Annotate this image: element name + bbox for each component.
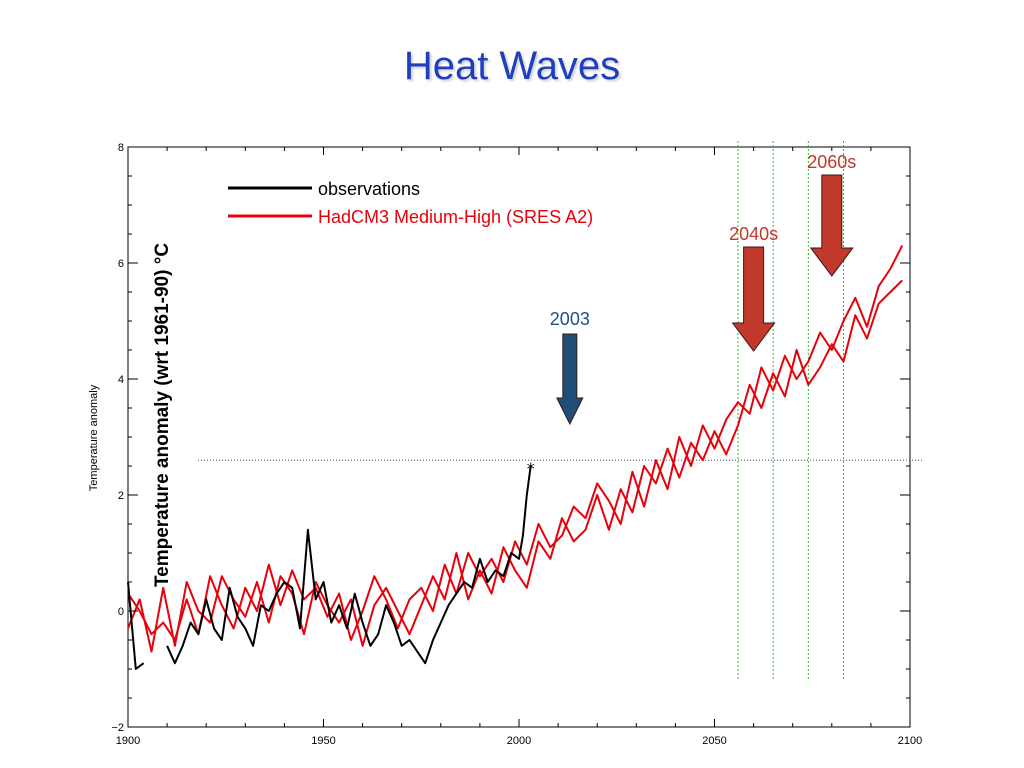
y-tick-label: 2 (118, 490, 124, 502)
x-tick-label: 2050 (702, 735, 726, 747)
legend-label: HadCM3 Medium-High (SRES A2) (318, 207, 593, 227)
plot-area (127, 146, 911, 728)
annotation-arrow (556, 333, 584, 426)
y-axis-label-small: Temperature anomaly (88, 384, 100, 491)
observations-end-marker: * (527, 459, 535, 478)
slide-title: Heat Waves (403, 44, 621, 88)
y-axis-label: Temperature anomaly (wrt 1961-90) °C (152, 243, 173, 587)
annotation-arrow (809, 174, 854, 277)
x-tick-label: 1900 (116, 735, 140, 747)
annotation-label: 2003 (550, 309, 590, 329)
y-tick-label: 6 (118, 258, 124, 270)
x-tick-label: 2100 (898, 735, 922, 747)
y-tick-label: 4 (118, 374, 124, 386)
axis-layer: 1900 1950 2000 2050 2100 −2 0 2 4 6 8 Temperature a… (88, 142, 922, 747)
annotation-label: 2060s (807, 152, 856, 172)
x-tick-label: 2000 (507, 735, 531, 747)
y-tick-label: 8 (118, 142, 124, 154)
y-tick-label: 0 (118, 606, 124, 618)
plot-frame (127, 146, 911, 728)
observations-line (127, 465, 532, 670)
legend: observations HadCM3 Medium-High (SRES A2) (228, 179, 593, 227)
y-tick-label: −2 (111, 722, 124, 734)
annotation-layer: 2003 2040s 2060s (550, 152, 856, 426)
model-series-line (127, 279, 903, 653)
x-tick-label: 1950 (311, 735, 335, 747)
model-series-line (127, 245, 904, 641)
annotation-arrow (731, 246, 776, 352)
vertical-marker-layer (737, 141, 845, 680)
legend-label: observations (318, 179, 420, 199)
series-layer: * (127, 245, 904, 670)
annotation-label: 2040s (729, 224, 778, 244)
